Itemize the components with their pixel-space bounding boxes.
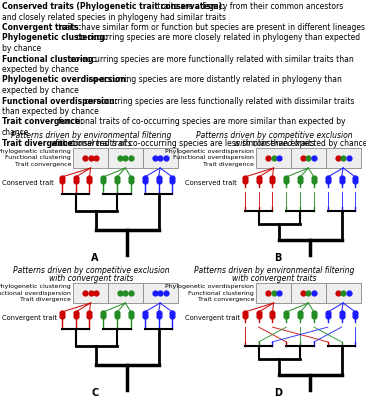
Text: Patterns driven by environmental filtering: Patterns driven by environmental filteri… (11, 131, 172, 140)
Text: Phylogenetic overdispersion: Phylogenetic overdispersion (165, 284, 254, 289)
Text: Functional overdispersion: Functional overdispersion (173, 156, 254, 160)
Text: A: A (92, 253, 99, 263)
Text: C: C (92, 388, 99, 398)
Text: with convergent traits: with convergent traits (49, 274, 134, 283)
Text: Conserved trait: Conserved trait (2, 180, 54, 186)
Text: Phylogenetic overdispersion:: Phylogenetic overdispersion: (2, 76, 129, 84)
Text: Phylogenetic clustering:: Phylogenetic clustering: (2, 34, 108, 42)
Text: Phylogenetic overdispersion: Phylogenetic overdispersion (165, 149, 254, 154)
Text: B: B (274, 253, 282, 263)
Text: co-occurring species are more closely related in phylogeny than expected: co-occurring species are more closely re… (74, 34, 360, 42)
Bar (143, 148, 178, 168)
Text: co-occurring species are more functionally related with similar traits than: co-occurring species are more functional… (68, 54, 354, 64)
Text: Functional overdispersion:: Functional overdispersion: (2, 96, 118, 106)
Text: Trait convergence:: Trait convergence: (2, 118, 83, 126)
Text: Trait divergence: Trait divergence (20, 297, 71, 302)
Text: Convergent trait: Convergent trait (185, 315, 240, 321)
Bar (143, 283, 178, 303)
Bar (73, 148, 108, 168)
Text: functional traits of co-occurring species are less similar than expected by chan: functional traits of co-occurring specie… (53, 138, 366, 148)
Text: and closely related species in phylogeny had similar traits: and closely related species in phylogeny… (2, 12, 226, 22)
Text: Convergent trait: Convergent trait (2, 315, 57, 321)
Text: Conserved traits (Phylogenetic trait conservatism):: Conserved traits (Phylogenetic trait con… (2, 2, 225, 11)
Bar (73, 283, 108, 303)
Text: Functional clustering: Functional clustering (188, 290, 254, 296)
Text: co-occurring species are less functionally related with dissimilar traits: co-occurring species are less functional… (80, 96, 354, 106)
Text: Patterns driven by competitive exclusion: Patterns driven by competitive exclusion (196, 131, 353, 140)
Bar (108, 148, 143, 168)
Text: Trait convergence: Trait convergence (15, 162, 71, 167)
Text: Functional clustering:: Functional clustering: (2, 54, 97, 64)
Text: by chance: by chance (2, 44, 41, 53)
Text: Functional clustering: Functional clustering (5, 156, 71, 160)
Bar (291, 148, 326, 168)
Text: functional traits of co-occurring species are more similar than expected by: functional traits of co-occurring specie… (56, 118, 346, 126)
Text: D: D (274, 388, 282, 398)
Text: with conserved traits: with conserved traits (51, 139, 132, 148)
Text: with convergent traits: with convergent traits (232, 274, 317, 283)
Bar (326, 148, 361, 168)
Text: Trait convergence: Trait convergence (198, 297, 254, 302)
Bar (326, 283, 361, 303)
Text: than expected by chance: than expected by chance (2, 107, 99, 116)
Text: Phylogenetic clustering: Phylogenetic clustering (0, 149, 71, 154)
Text: chance: chance (2, 128, 29, 137)
Text: expected by chance: expected by chance (2, 86, 79, 95)
Text: traits have similar form or function but species are present in different lineag: traits have similar form or function but… (56, 23, 365, 32)
Text: Conserved trait: Conserved trait (185, 180, 237, 186)
Text: co-occurring species are more distantly related in phylogeny than: co-occurring species are more distantly … (86, 76, 342, 84)
Text: Functional overdispersion: Functional overdispersion (0, 290, 71, 296)
Bar (256, 283, 291, 303)
Bar (108, 283, 143, 303)
Bar (256, 148, 291, 168)
Text: Convergent traits:: Convergent traits: (2, 23, 82, 32)
Text: Patterns driven by competitive exclusion: Patterns driven by competitive exclusion (13, 266, 170, 275)
Text: expected by chance: expected by chance (2, 65, 79, 74)
Text: with conserved traits: with conserved traits (234, 139, 315, 148)
Text: traits are a legacy from their common ancestors: traits are a legacy from their common an… (155, 2, 343, 11)
Bar (291, 283, 326, 303)
Text: Patterns driven by environmental filtering: Patterns driven by environmental filteri… (194, 266, 355, 275)
Text: Phylogenetic clustering: Phylogenetic clustering (0, 284, 71, 289)
Text: Trait divergence: Trait divergence (203, 162, 254, 167)
Text: Trait divergence:: Trait divergence: (2, 138, 76, 148)
